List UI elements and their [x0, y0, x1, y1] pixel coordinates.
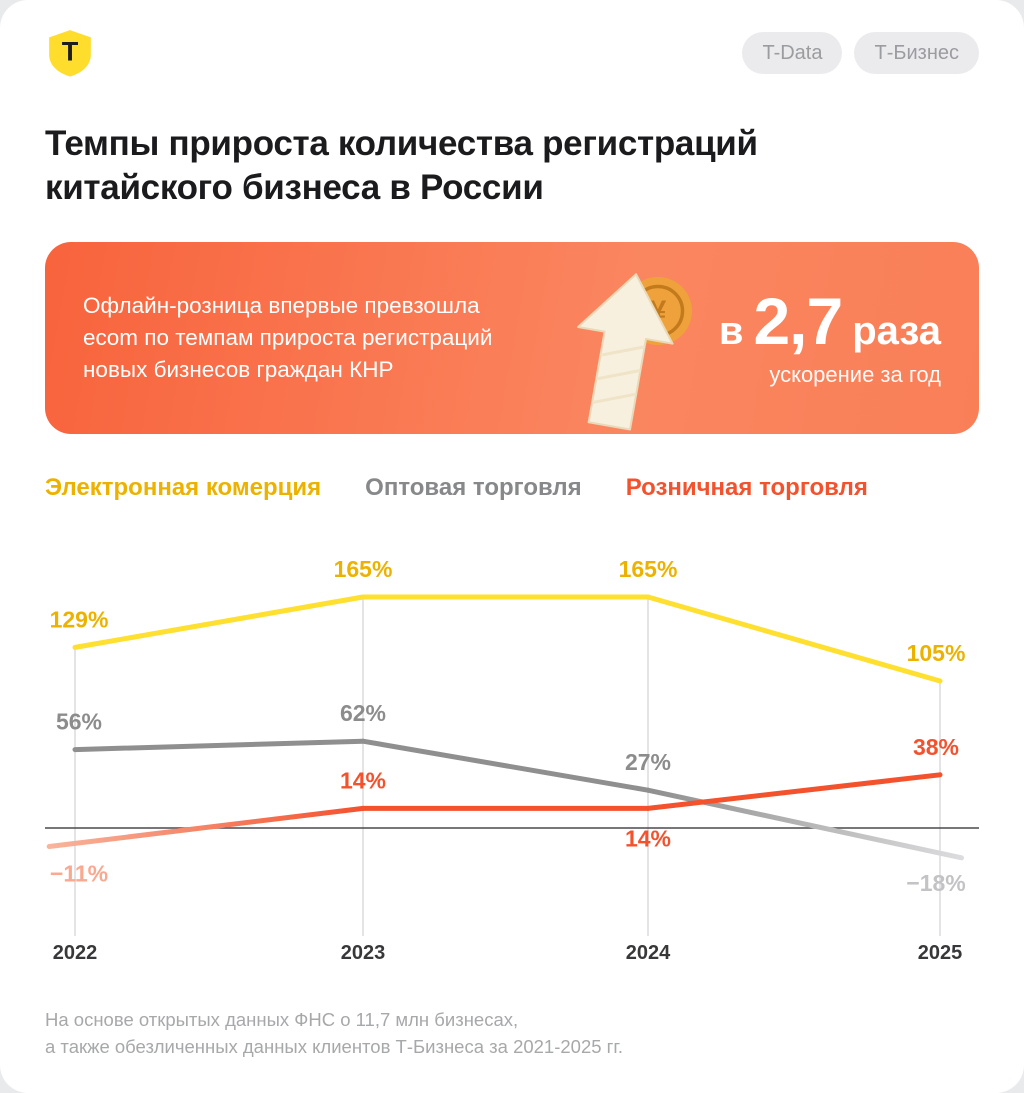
arrow-up-icon	[576, 272, 674, 431]
legend-item-retail: Розничная торговля	[625, 474, 868, 501]
chart-legend: Электронная комерция Оптовая торговля Ро…	[0, 474, 1024, 502]
highlight-text-line-3: новых бизнесов граждан КНР	[83, 356, 394, 382]
arrow-up-coin-illustration: ¥	[576, 272, 692, 431]
line-chart: 129% 165% 165% 105% 56% 62% 27% −18% −11% 14% 14% 3…	[45, 556, 979, 964]
point-label: 62%	[340, 700, 386, 726]
metric-line: в 2,7 раза	[719, 288, 941, 354]
point-label: 105%	[907, 640, 966, 666]
metric-prefix: в	[718, 309, 744, 353]
metric-block: в 2,7 раза ускорение за год	[719, 288, 941, 388]
legend-item-ecommerce: Электронная комерция	[45, 474, 322, 501]
point-label: 14%	[625, 825, 671, 851]
point-label: 56%	[56, 709, 102, 735]
highlight-text: Офлайн-розница впервые превзошла ecom по…	[83, 290, 508, 386]
point-label: −11%	[50, 860, 108, 886]
series-line-segment	[645, 594, 943, 684]
series-line-segment	[46, 805, 366, 850]
footer-line-1: На основе открытых данных ФНС о 11,7 млн…	[45, 1009, 519, 1030]
series-line-segment	[360, 738, 651, 793]
metric-suffix: раза	[852, 309, 941, 353]
logo-shield-shape	[49, 30, 91, 77]
metric-value: 2,7	[753, 284, 843, 358]
x-tick-label: 2022	[53, 942, 98, 964]
badge-t-business[interactable]: Т-Бизнес	[854, 32, 979, 74]
title-line-1: Темпы прироста количества регистраций	[45, 124, 758, 163]
x-tick-label: 2025	[918, 942, 963, 964]
point-label: 129%	[50, 606, 109, 632]
series-line-segment	[72, 594, 366, 650]
t-bank-logo-icon: Т	[49, 30, 91, 77]
point-label: 38%	[913, 734, 959, 760]
point-label: −18%	[906, 870, 965, 896]
series-line-segment	[645, 787, 965, 861]
badge-t-data[interactable]: T-Data	[742, 32, 843, 74]
logo-letter: Т	[62, 35, 79, 66]
metric-caption: ускорение за год	[769, 362, 941, 387]
point-label: 27%	[625, 749, 671, 775]
title-line-2: китайского бизнеса в России	[45, 168, 544, 207]
legend-item-wholesale: Оптовая торговля	[365, 474, 582, 501]
footer-note: На основе открытых данных ФНС о 11,7 млн…	[0, 1006, 1024, 1060]
header: Т T-Data Т-Бизнес	[0, 0, 1024, 78]
point-label: 14%	[340, 767, 386, 793]
point-label: 165%	[619, 556, 678, 582]
series-line-segment	[72, 738, 366, 753]
highlight-text-line-1: Офлайн-розница впервые превзошла	[83, 293, 480, 319]
highlight-card: Офлайн-розница впервые превзошла ecom по…	[45, 242, 979, 434]
header-badges: T-Data Т-Бизнес	[742, 32, 979, 74]
point-label: 165%	[334, 556, 393, 582]
page-title: Темпы прироста количества регистраций ки…	[0, 122, 1024, 210]
series-line-segment	[645, 772, 943, 811]
highlight-text-line-2: ecom по темпам прироста регистраций	[83, 325, 493, 351]
footer-line-2: а также обезличенных данных клиентов Т-Б…	[45, 1036, 624, 1057]
x-tick-label: 2023	[341, 942, 386, 964]
x-tick-label: 2024	[626, 942, 671, 964]
